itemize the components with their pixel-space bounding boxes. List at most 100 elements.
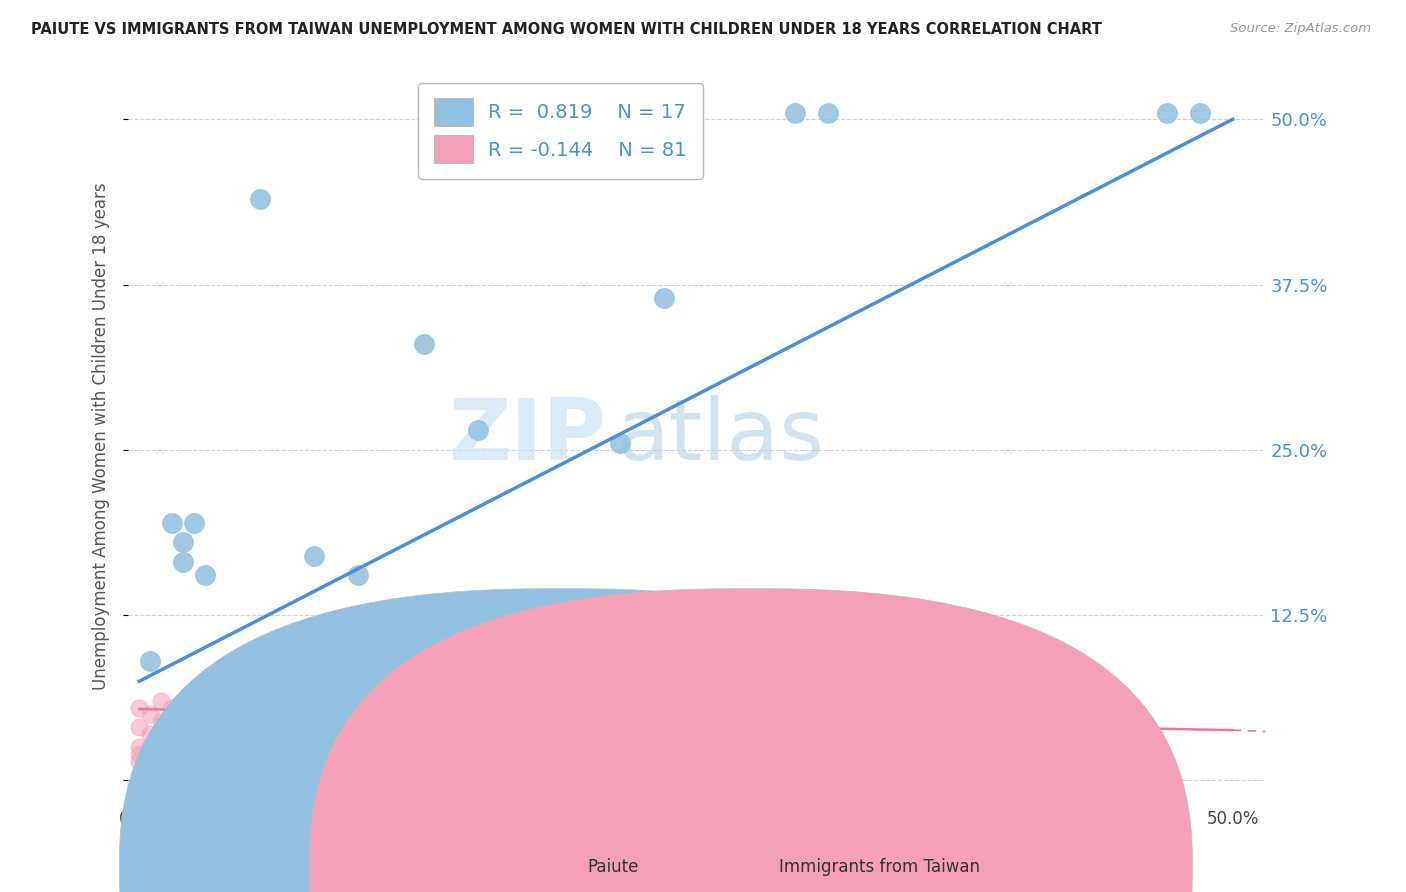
Point (150, 714, 173, 728)
Point (160, 721, 183, 735)
Point (205, 733, 228, 747)
Point (128, 740, 150, 755)
Point (347, 688, 370, 702)
Point (270, 714, 292, 728)
Point (499, 674, 522, 689)
Point (226, 733, 249, 747)
Point (172, 714, 194, 728)
Point (467, 423, 489, 437)
Point (368, 700, 391, 714)
Point (281, 688, 304, 702)
Point (172, 555, 194, 569)
Point (652, 681, 675, 695)
Point (456, 674, 478, 689)
Point (325, 707, 347, 722)
Point (194, 568, 217, 582)
Point (183, 516, 205, 530)
Point (238, 727, 260, 741)
Point (128, 754, 150, 768)
Point (270, 694, 292, 708)
Point (172, 754, 194, 768)
Point (368, 688, 391, 702)
Point (226, 694, 249, 708)
Point (215, 688, 238, 702)
Point (522, 674, 544, 689)
Point (565, 688, 588, 702)
Point (609, 688, 631, 702)
Point (259, 707, 281, 722)
Point (314, 694, 336, 708)
Point (304, 707, 326, 722)
Point (1188, 105, 1211, 120)
Point (249, 694, 271, 708)
Text: Immigrants from Taiwan: Immigrants from Taiwan (779, 858, 980, 876)
Point (183, 721, 205, 735)
Point (259, 688, 281, 702)
Text: Paiute: Paiute (588, 858, 640, 876)
Point (609, 700, 631, 714)
Point (139, 727, 162, 741)
Point (304, 688, 326, 702)
Point (609, 436, 631, 450)
Point (249, 192, 271, 206)
Point (215, 727, 238, 741)
Point (238, 707, 260, 722)
Point (292, 694, 315, 708)
Point (160, 740, 183, 755)
Legend: R =  0.819    N = 17, R = -0.144    N = 81: R = 0.819 N = 17, R = -0.144 N = 81 (419, 83, 703, 178)
Point (139, 740, 162, 755)
Point (205, 714, 228, 728)
Point (226, 714, 249, 728)
Point (139, 707, 162, 722)
Point (696, 694, 718, 708)
Point (249, 714, 271, 728)
Point (172, 733, 194, 747)
Point (194, 707, 217, 722)
Text: atlas: atlas (617, 395, 825, 478)
Point (434, 688, 457, 702)
Point (828, 688, 851, 702)
Point (347, 700, 370, 714)
Point (128, 700, 150, 714)
Point (544, 694, 567, 708)
Point (205, 694, 228, 708)
Point (325, 688, 347, 702)
Point (412, 694, 434, 708)
Point (128, 747, 150, 761)
Point (785, 694, 807, 708)
Point (281, 707, 304, 722)
Point (412, 337, 434, 351)
Point (292, 714, 315, 728)
Point (785, 105, 807, 120)
Point (172, 694, 194, 708)
Point (817, 105, 839, 120)
Point (741, 688, 763, 702)
Point (347, 568, 370, 582)
Point (675, 688, 697, 702)
Point (544, 674, 567, 689)
Point (139, 754, 162, 768)
Point (522, 688, 544, 702)
Point (183, 700, 205, 714)
Text: Source: ZipAtlas.com: Source: ZipAtlas.com (1230, 22, 1371, 36)
Point (215, 707, 238, 722)
Point (478, 688, 501, 702)
Point (172, 535, 194, 549)
Point (652, 291, 675, 305)
Point (139, 654, 162, 668)
Point (1156, 105, 1178, 120)
Point (304, 549, 326, 563)
Point (238, 688, 260, 702)
Point (183, 740, 205, 755)
Point (499, 694, 522, 708)
Point (194, 727, 217, 741)
Text: PAIUTE VS IMMIGRANTS FROM TAIWAN UNEMPLOYMENT AMONG WOMEN WITH CHILDREN UNDER 18: PAIUTE VS IMMIGRANTS FROM TAIWAN UNEMPLO… (31, 22, 1102, 37)
Point (160, 516, 183, 530)
Point (872, 694, 894, 708)
Point (391, 688, 413, 702)
Point (259, 727, 281, 741)
Point (150, 754, 173, 768)
Point (128, 721, 150, 735)
Point (194, 747, 217, 761)
Y-axis label: Unemployment Among Women with Children Under 18 years: Unemployment Among Women with Children U… (93, 183, 110, 690)
